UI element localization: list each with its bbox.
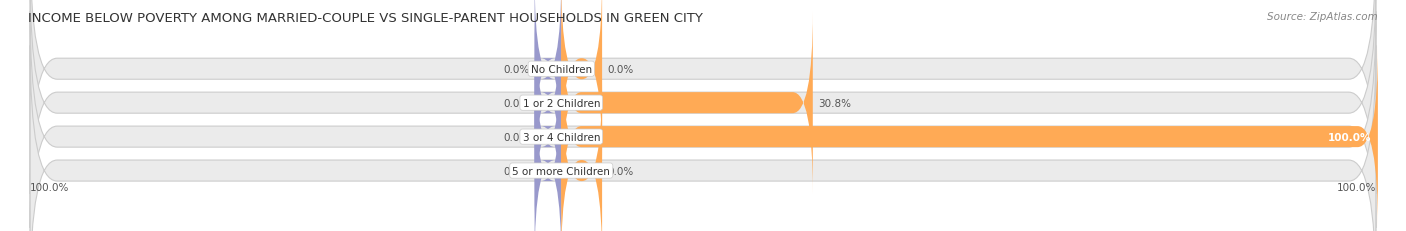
Text: 3 or 4 Children: 3 or 4 Children: [523, 132, 600, 142]
Text: 0.0%: 0.0%: [607, 166, 634, 176]
FancyBboxPatch shape: [30, 12, 1376, 231]
Text: 100.0%: 100.0%: [30, 182, 69, 192]
FancyBboxPatch shape: [534, 46, 561, 228]
Text: 0.0%: 0.0%: [503, 166, 529, 176]
Text: 0.0%: 0.0%: [503, 132, 529, 142]
FancyBboxPatch shape: [534, 80, 561, 231]
FancyBboxPatch shape: [30, 0, 1376, 228]
FancyBboxPatch shape: [534, 0, 561, 160]
Text: 100.0%: 100.0%: [1327, 132, 1371, 142]
Text: INCOME BELOW POVERTY AMONG MARRIED-COUPLE VS SINGLE-PARENT HOUSEHOLDS IN GREEN C: INCOME BELOW POVERTY AMONG MARRIED-COUPL…: [28, 12, 703, 24]
Text: 0.0%: 0.0%: [503, 64, 529, 74]
Text: 0.0%: 0.0%: [503, 98, 529, 108]
Text: 5 or more Children: 5 or more Children: [512, 166, 610, 176]
FancyBboxPatch shape: [30, 46, 1376, 231]
FancyBboxPatch shape: [561, 0, 602, 160]
FancyBboxPatch shape: [534, 12, 561, 194]
Text: 30.8%: 30.8%: [818, 98, 851, 108]
FancyBboxPatch shape: [30, 0, 1376, 194]
Text: 1 or 2 Children: 1 or 2 Children: [523, 98, 600, 108]
FancyBboxPatch shape: [561, 46, 1378, 228]
FancyBboxPatch shape: [561, 80, 602, 231]
Text: No Children: No Children: [530, 64, 592, 74]
Text: Source: ZipAtlas.com: Source: ZipAtlas.com: [1267, 12, 1378, 21]
Text: 0.0%: 0.0%: [607, 64, 634, 74]
Text: 100.0%: 100.0%: [1337, 182, 1376, 192]
FancyBboxPatch shape: [561, 12, 813, 194]
